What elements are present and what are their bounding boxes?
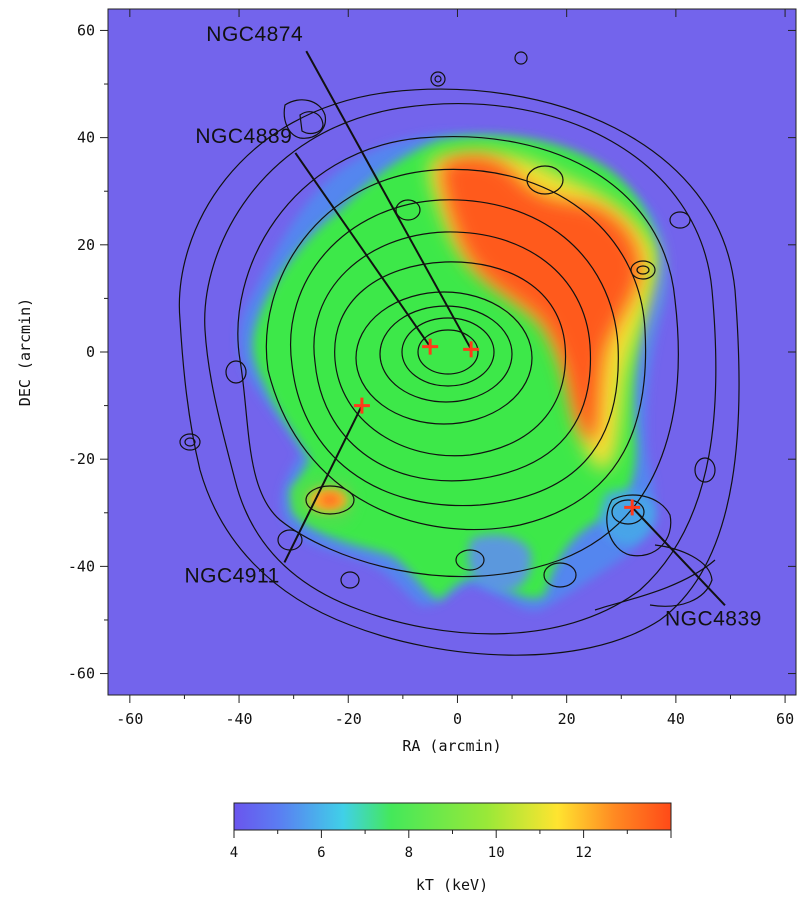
y-tick-label: 0: [86, 343, 95, 361]
galaxy-leader-line: [283, 405, 363, 563]
axes: -60 -40 -20 0 20 40 60 60 40 20 0 -20 -40 -60: [68, 9, 796, 728]
colorbar-tick-label: 6: [317, 845, 325, 861]
contour: [669, 211, 691, 229]
contour: [225, 360, 247, 384]
contour: [290, 199, 619, 507]
contour: [514, 51, 528, 65]
contour: [594, 559, 716, 611]
x-tick-label: 0: [453, 710, 462, 728]
contour: [313, 231, 592, 482]
contour: [305, 485, 355, 515]
temperature-region-s-gap: [468, 534, 532, 592]
contour: [283, 99, 327, 139]
colorbar-tick-label: 12: [575, 845, 592, 861]
contour: [611, 499, 645, 525]
galaxy-leader-line: [294, 152, 431, 348]
y-tick-label: 60: [77, 21, 95, 39]
contour: [299, 111, 324, 135]
galaxy-label: NGC4911: [184, 564, 279, 587]
temperature-region-ngc4839: [599, 489, 657, 545]
contour: [434, 75, 442, 83]
y-axis-label: DEC (arcmin): [16, 298, 34, 406]
contour: [417, 329, 479, 375]
contour: [649, 544, 713, 607]
contour: [379, 305, 513, 403]
galaxy-annotations: NGC4874 NGC4889 NGC4911 NGC4839: [184, 23, 761, 630]
temperature-region-sw-hot-core: [320, 494, 340, 506]
y-tick-label: -60: [68, 665, 95, 683]
x-tick-label: 60: [776, 710, 794, 728]
contour: [204, 103, 717, 635]
contour: [636, 265, 650, 275]
contour: [395, 199, 421, 221]
galaxy-label: NGC4874: [206, 23, 303, 46]
colorbar-gradient: [233, 802, 672, 831]
contour: [179, 433, 201, 451]
contour: [543, 562, 577, 588]
contour: [355, 291, 533, 425]
x-tick-label: -40: [226, 710, 253, 728]
y-tick-label: -40: [68, 557, 95, 575]
y-tick-label: -20: [68, 450, 95, 468]
colorbar-tick-label: 10: [488, 845, 505, 861]
y-tick-label: 40: [77, 129, 95, 147]
contour: [340, 571, 360, 589]
x-tick-label: -60: [116, 710, 143, 728]
contour: [630, 260, 656, 280]
x-tick-label: 20: [558, 710, 576, 728]
contour: [401, 317, 495, 387]
contour: [455, 549, 485, 571]
galaxy-label: NGC4889: [195, 125, 292, 148]
colorbar-tick-label: 4: [230, 845, 238, 861]
contour: [178, 88, 740, 656]
contour: [430, 71, 446, 87]
x-tick-label: -20: [335, 710, 362, 728]
galaxy-leader-line: [631, 506, 726, 607]
colorbar: 4 6 8 10 12 kT (keV): [230, 802, 672, 894]
contour: [526, 165, 564, 195]
colorbar-tick-label: 8: [405, 845, 413, 861]
galaxy-label: NGC4839: [665, 607, 762, 630]
y-tick-label: 20: [77, 236, 95, 254]
galaxy-leader-line: [305, 50, 472, 350]
xray-contours: [178, 51, 740, 656]
contour: [694, 457, 716, 483]
contour: [265, 168, 647, 531]
contour: [184, 437, 196, 447]
colorbar-label: kT (keV): [416, 876, 488, 894]
colorbar-ticks: 4 6 8 10 12: [230, 830, 672, 861]
x-axis-label: RA (arcmin): [402, 737, 501, 755]
contour: [334, 261, 567, 457]
contour: [237, 136, 679, 578]
x-tick-label: 40: [667, 710, 685, 728]
